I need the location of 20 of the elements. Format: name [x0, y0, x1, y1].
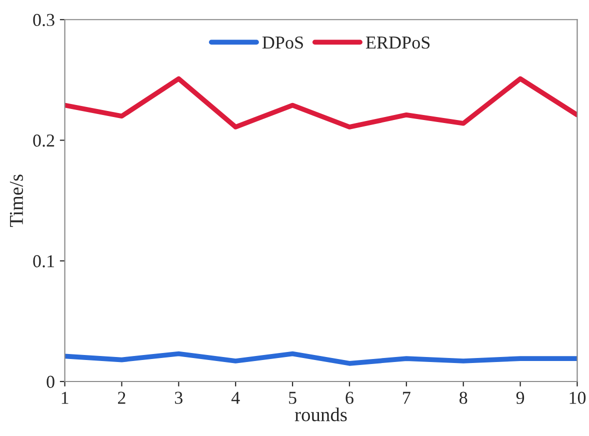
- y-tick-label: 0.2: [33, 134, 54, 147]
- x-tick-label: 8: [460, 392, 468, 404]
- x-tick-label: 10: [570, 392, 586, 404]
- y-axis-title: Time/s: [10, 174, 23, 227]
- x-tick-label: 4: [231, 392, 240, 404]
- x-tick-label: 9: [516, 392, 524, 404]
- x-tick-label: 3: [175, 392, 182, 404]
- x-tick-label: 6: [346, 392, 354, 404]
- legend-label: DPoS: [262, 36, 303, 49]
- x-tick-label: 1: [62, 392, 68, 404]
- y-tick-label: 0.3: [33, 14, 54, 26]
- x-tick-label: 7: [403, 392, 410, 404]
- x-tick-label: 5: [289, 392, 296, 404]
- x-axis-title: rounds: [294, 408, 347, 422]
- y-tick-label: 0.1: [33, 255, 54, 268]
- line-series: [64, 351, 578, 366]
- y-tick-label: 0: [46, 376, 54, 388]
- line-series: [64, 76, 578, 130]
- legend-label: ERDPoS: [366, 36, 430, 49]
- x-tick-label: 2: [118, 392, 126, 404]
